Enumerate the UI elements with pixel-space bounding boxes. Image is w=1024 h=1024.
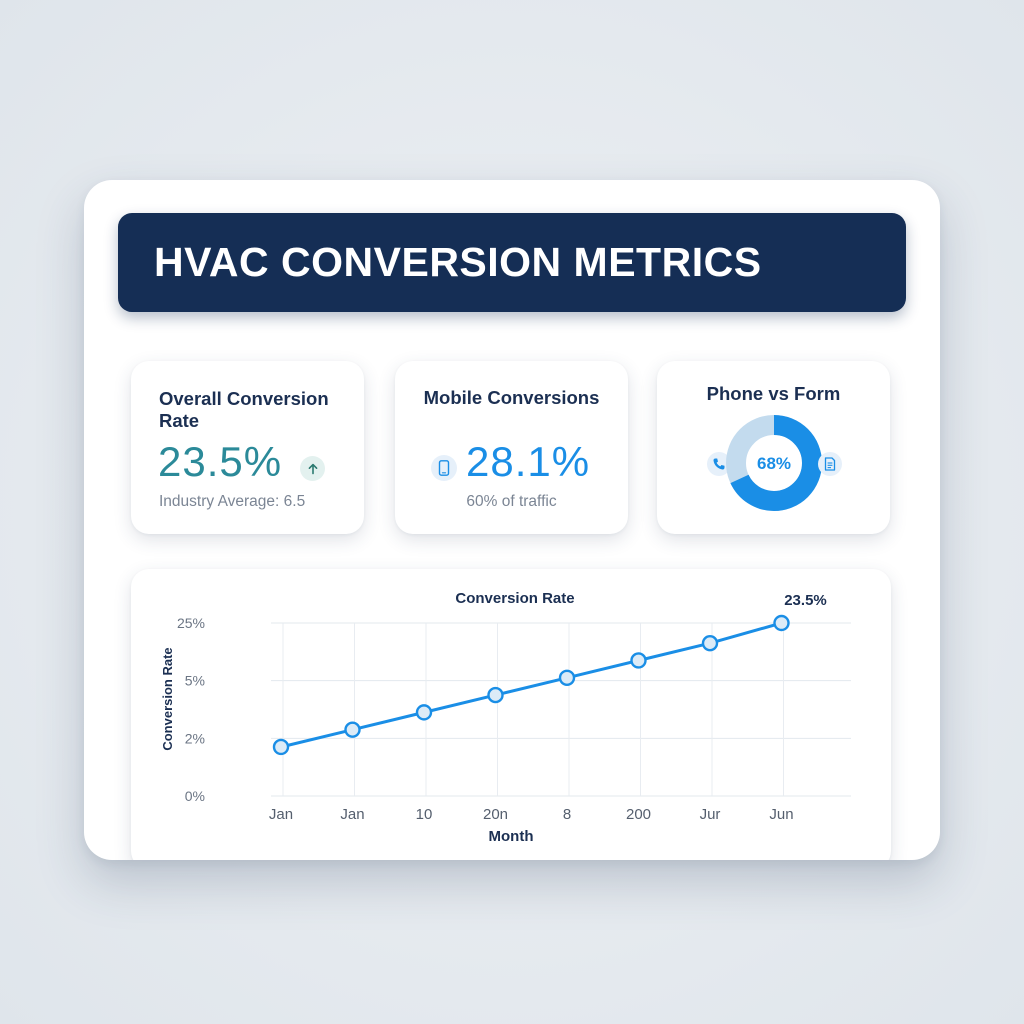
phone-share-arc — [726, 415, 822, 511]
y-tick-label: 0% — [185, 788, 205, 804]
data-point — [344, 721, 361, 738]
phone-vs-form-card: Phone vs Form 68% — [657, 361, 890, 534]
x-tick-label: 200 — [626, 806, 651, 823]
mobile-conversions-title: Mobile Conversions — [423, 387, 600, 408]
y-tick-label: 2% — [185, 730, 205, 746]
data-point — [701, 634, 719, 652]
mobile-conversions-value: 28.1% — [466, 438, 591, 485]
data-point — [272, 738, 290, 756]
page-title: HVAC CONVERSION METRICS — [154, 239, 762, 285]
overall-conversion-title: Overall Conversion Rate — [159, 388, 329, 431]
smartphone-icon — [431, 455, 457, 481]
y-axis-label: Conversion Rate — [160, 647, 175, 750]
x-tick-label: 10 — [416, 806, 433, 823]
phone-share-label: 68% — [757, 454, 791, 473]
header-banner: HVAC CONVERSION METRICS — [118, 213, 906, 312]
form-document-icon — [818, 452, 842, 476]
arrow-up-icon — [300, 456, 325, 481]
conversion-rate-chart-panel: Conversion Rate Conversion Rate Month 0%… — [131, 569, 891, 860]
data-point — [773, 614, 790, 632]
x-tick-label: Jun — [769, 806, 793, 823]
y-tick-label: 25% — [177, 615, 205, 631]
data-point — [630, 652, 647, 669]
x-tick-label: Jur — [700, 806, 721, 823]
conversion-rate-chart: Conversion Rate Conversion Rate Month 0%… — [160, 590, 851, 845]
overall-conversion-value: 23.5% — [158, 438, 283, 485]
phone-vs-form-donut: 68% — [726, 415, 822, 511]
overall-conversion-card: Overall Conversion Rate 23.5% Industry A… — [131, 361, 364, 534]
data-point — [487, 686, 504, 704]
dashboard-card: HVAC CONVERSION METRICS Overall Conversi… — [84, 180, 940, 860]
traffic-share-text: 60% of traffic — [466, 493, 557, 510]
x-tick-label: 20n — [483, 806, 508, 823]
industry-average-text: Industry Average: 6.5 — [159, 493, 306, 510]
x-axis-label: Month — [489, 828, 534, 845]
x-tick-label: Jan — [269, 806, 293, 823]
phone-vs-form-title: Phone vs Form — [706, 383, 841, 404]
mobile-conversions-card: Mobile Conversions 28.1% 60% of traffic — [395, 361, 628, 534]
data-point — [415, 704, 433, 721]
latest-value-label: 23.5% — [784, 592, 827, 609]
chart-title: Conversion Rate — [455, 590, 574, 607]
x-tick-label: 8 — [563, 806, 571, 823]
data-point — [558, 669, 576, 686]
conversion-rate-line — [280, 621, 782, 749]
x-tick-label: Jan — [340, 806, 364, 823]
y-tick-label: 5% — [185, 673, 205, 689]
